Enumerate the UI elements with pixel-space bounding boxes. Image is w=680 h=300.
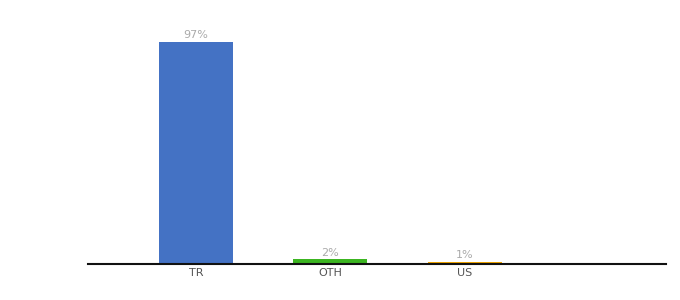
Bar <box>159 42 233 264</box>
Text: 1%: 1% <box>456 250 473 260</box>
Bar <box>428 262 502 264</box>
Text: 2%: 2% <box>322 248 339 258</box>
Text: 97%: 97% <box>184 31 208 40</box>
Bar <box>293 260 367 264</box>
